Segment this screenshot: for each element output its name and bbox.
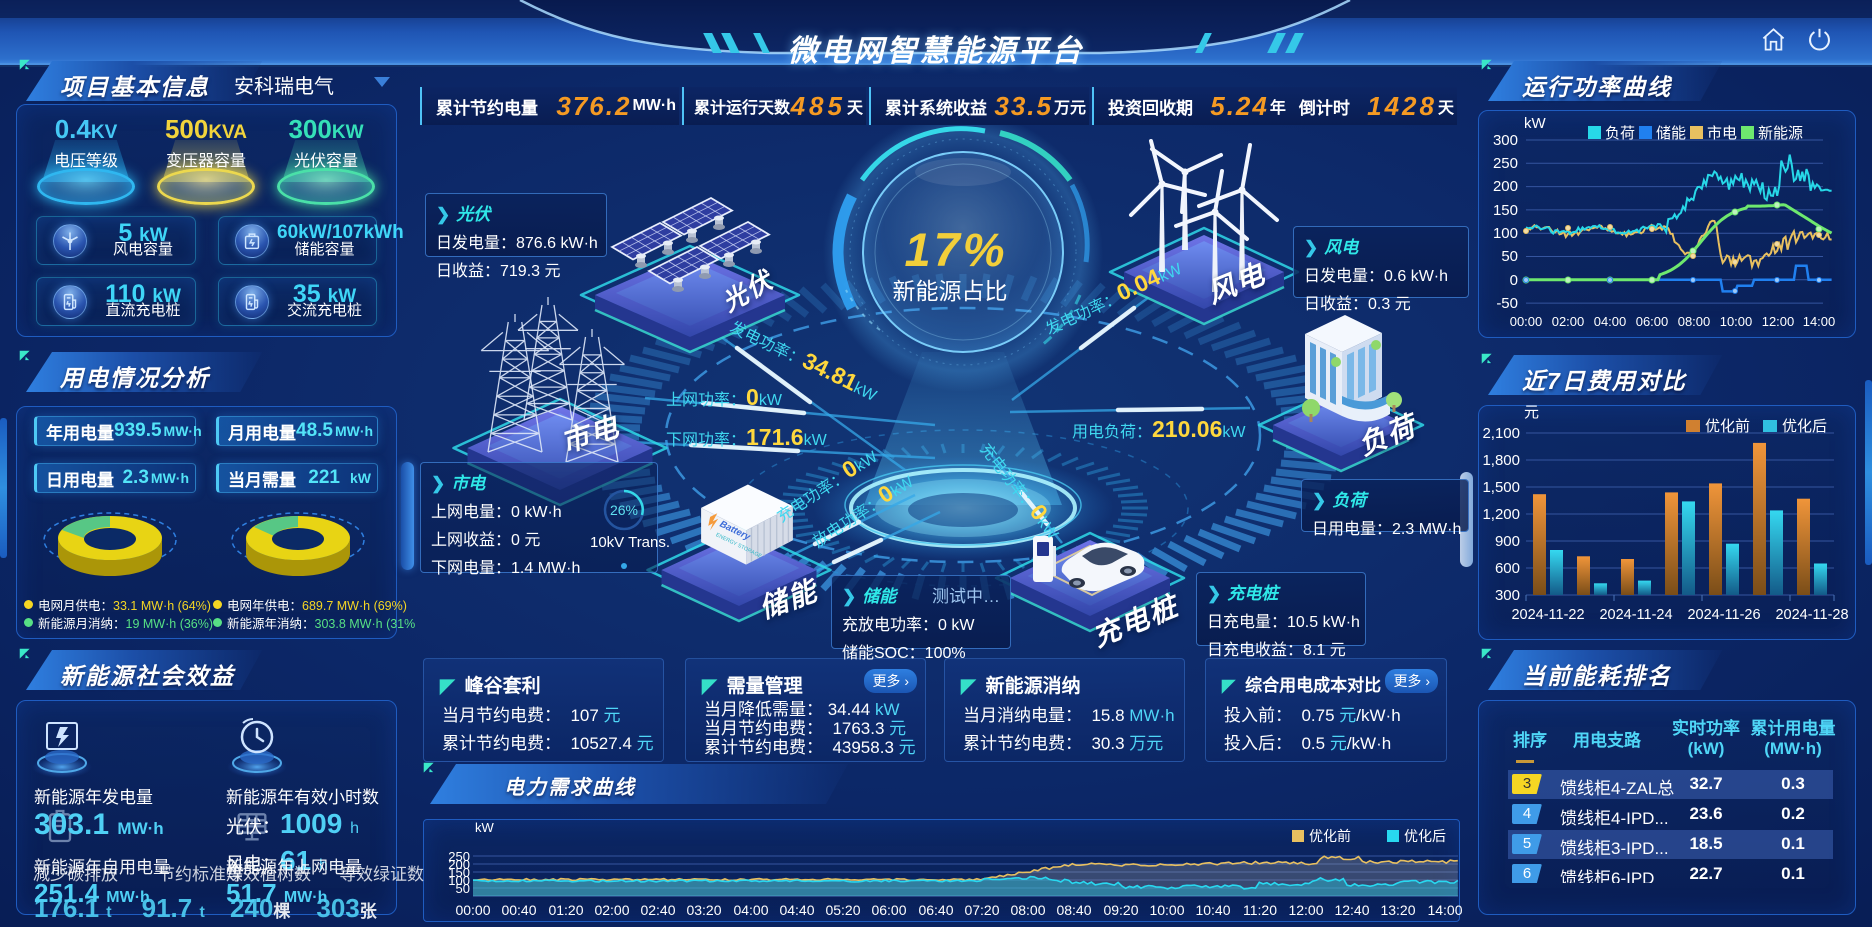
svg-text:600: 600 bbox=[1495, 560, 1520, 577]
svg-text:00:00: 00:00 bbox=[1510, 314, 1543, 329]
svg-text:12:00: 12:00 bbox=[1762, 314, 1795, 329]
svg-text:04:40: 04:40 bbox=[779, 902, 814, 918]
svg-text:02:00: 02:00 bbox=[594, 902, 629, 918]
svg-text:04:00: 04:00 bbox=[1594, 314, 1627, 329]
svg-text:元: 元 bbox=[1524, 405, 1539, 421]
svg-text:1,200: 1,200 bbox=[1482, 506, 1520, 523]
svg-text:优化前: 优化前 bbox=[1705, 418, 1750, 435]
svg-text:市电: 市电 bbox=[1707, 125, 1737, 142]
svg-text:26%: 26% bbox=[610, 502, 638, 518]
svg-text:13:20: 13:20 bbox=[1380, 902, 1415, 918]
svg-text:07:20: 07:20 bbox=[964, 902, 999, 918]
svg-text:10:00: 10:00 bbox=[1720, 314, 1753, 329]
svg-text:17%: 17% bbox=[904, 223, 1007, 276]
svg-text:50: 50 bbox=[456, 881, 470, 896]
svg-text:-50: -50 bbox=[1496, 295, 1518, 312]
svg-text:900: 900 bbox=[1495, 533, 1520, 550]
svg-text:06:00: 06:00 bbox=[871, 902, 906, 918]
svg-text:储能: 储能 bbox=[1656, 125, 1686, 142]
svg-text:150: 150 bbox=[1493, 202, 1518, 219]
svg-text:100: 100 bbox=[1493, 225, 1518, 242]
svg-text:11:20: 11:20 bbox=[1243, 902, 1277, 918]
svg-text:02:00: 02:00 bbox=[1552, 314, 1585, 329]
svg-text:新能源占比: 新能源占比 bbox=[893, 278, 1008, 304]
svg-text:08:40: 08:40 bbox=[1056, 902, 1091, 918]
svg-text:14:00: 14:00 bbox=[1427, 902, 1462, 918]
svg-text:08:00: 08:00 bbox=[1678, 314, 1711, 329]
svg-text:10:00: 10:00 bbox=[1149, 902, 1184, 918]
svg-text:2024-11-28: 2024-11-28 bbox=[1775, 607, 1848, 623]
svg-text:2024-11-24: 2024-11-24 bbox=[1599, 607, 1672, 623]
svg-text:12:40: 12:40 bbox=[1334, 902, 1369, 918]
svg-text:12:00: 12:00 bbox=[1288, 902, 1323, 918]
svg-text:09:20: 09:20 bbox=[1103, 902, 1138, 918]
svg-text:1,500: 1,500 bbox=[1482, 479, 1520, 496]
svg-text:300: 300 bbox=[1495, 587, 1520, 604]
svg-text:2,100: 2,100 bbox=[1482, 425, 1520, 442]
svg-text:1,800: 1,800 bbox=[1482, 452, 1520, 469]
svg-text:01:20: 01:20 bbox=[548, 902, 583, 918]
svg-text:150: 150 bbox=[448, 865, 470, 880]
svg-text:10:40: 10:40 bbox=[1195, 902, 1230, 918]
svg-text:04:00: 04:00 bbox=[733, 902, 768, 918]
svg-text:2024-11-26: 2024-11-26 bbox=[1687, 607, 1760, 623]
svg-text:03:20: 03:20 bbox=[686, 902, 721, 918]
svg-text:06:40: 06:40 bbox=[918, 902, 953, 918]
svg-text:05:20: 05:20 bbox=[825, 902, 860, 918]
svg-text:06:00: 06:00 bbox=[1636, 314, 1669, 329]
svg-text:优化前: 优化前 bbox=[1309, 828, 1351, 844]
svg-text:2024-11-22: 2024-11-22 bbox=[1511, 607, 1584, 623]
svg-text:250: 250 bbox=[1493, 155, 1518, 172]
svg-text:新能源: 新能源 bbox=[1758, 125, 1803, 142]
svg-text:0: 0 bbox=[1510, 272, 1518, 289]
svg-text:300: 300 bbox=[1493, 132, 1518, 149]
svg-text:14:00: 14:00 bbox=[1803, 314, 1836, 329]
svg-text:00:00: 00:00 bbox=[455, 902, 490, 918]
svg-text:kW: kW bbox=[475, 820, 495, 835]
svg-text:kW: kW bbox=[1524, 115, 1547, 132]
svg-text:50: 50 bbox=[1501, 248, 1518, 265]
svg-text:200: 200 bbox=[448, 857, 470, 872]
svg-text:00:40: 00:40 bbox=[501, 902, 536, 918]
svg-text:250: 250 bbox=[448, 849, 470, 864]
svg-text:200: 200 bbox=[1493, 178, 1518, 195]
svg-text:100: 100 bbox=[448, 873, 470, 888]
svg-text:08:00: 08:00 bbox=[1010, 902, 1045, 918]
svg-text:优化后: 优化后 bbox=[1782, 418, 1827, 435]
svg-text:优化后: 优化后 bbox=[1404, 828, 1446, 844]
svg-text:02:40: 02:40 bbox=[640, 902, 675, 918]
svg-text:负荷: 负荷 bbox=[1605, 125, 1635, 142]
